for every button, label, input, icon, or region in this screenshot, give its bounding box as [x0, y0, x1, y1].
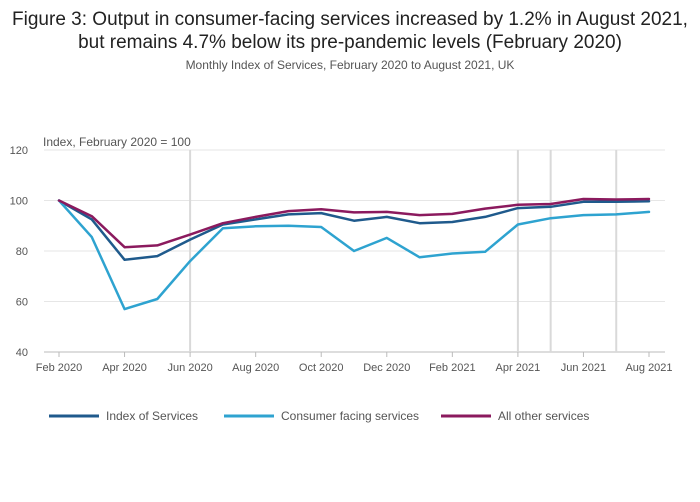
y-tick-label: 80 [16, 246, 28, 258]
y-tick-label: 100 [10, 196, 28, 208]
y-axis-label: Index, February 2020 = 100 [43, 135, 191, 149]
legend-label: Index of Services [106, 409, 198, 423]
y-tick-label: 40 [16, 347, 28, 359]
x-tick-label: Apr 2021 [496, 362, 541, 374]
y-tick-label: 60 [16, 297, 28, 309]
y-tick-label: 120 [10, 145, 28, 157]
series-line [57, 197, 651, 249]
x-tick-label: Oct 2020 [299, 362, 344, 374]
legend-label: Consumer facing services [281, 409, 419, 423]
x-tick-label: Jun 2020 [167, 362, 212, 374]
x-tick-label: Feb 2020 [36, 362, 82, 374]
x-tick-label: Feb 2021 [429, 362, 475, 374]
legend-label: All other services [498, 409, 589, 423]
x-tick-label: Aug 2021 [625, 362, 672, 374]
chart-title: Figure 3: Output in consumer-facing serv… [12, 9, 688, 53]
series-line [57, 199, 651, 262]
x-tick-label: Aug 2020 [232, 362, 279, 374]
series-line [57, 199, 651, 311]
x-tick-label: Apr 2020 [102, 362, 147, 374]
x-tick-label: Dec 2020 [363, 362, 410, 374]
x-tick-label: Jun 2021 [561, 362, 606, 374]
chart-subtitle: Monthly Index of Services, February 2020… [185, 58, 515, 72]
